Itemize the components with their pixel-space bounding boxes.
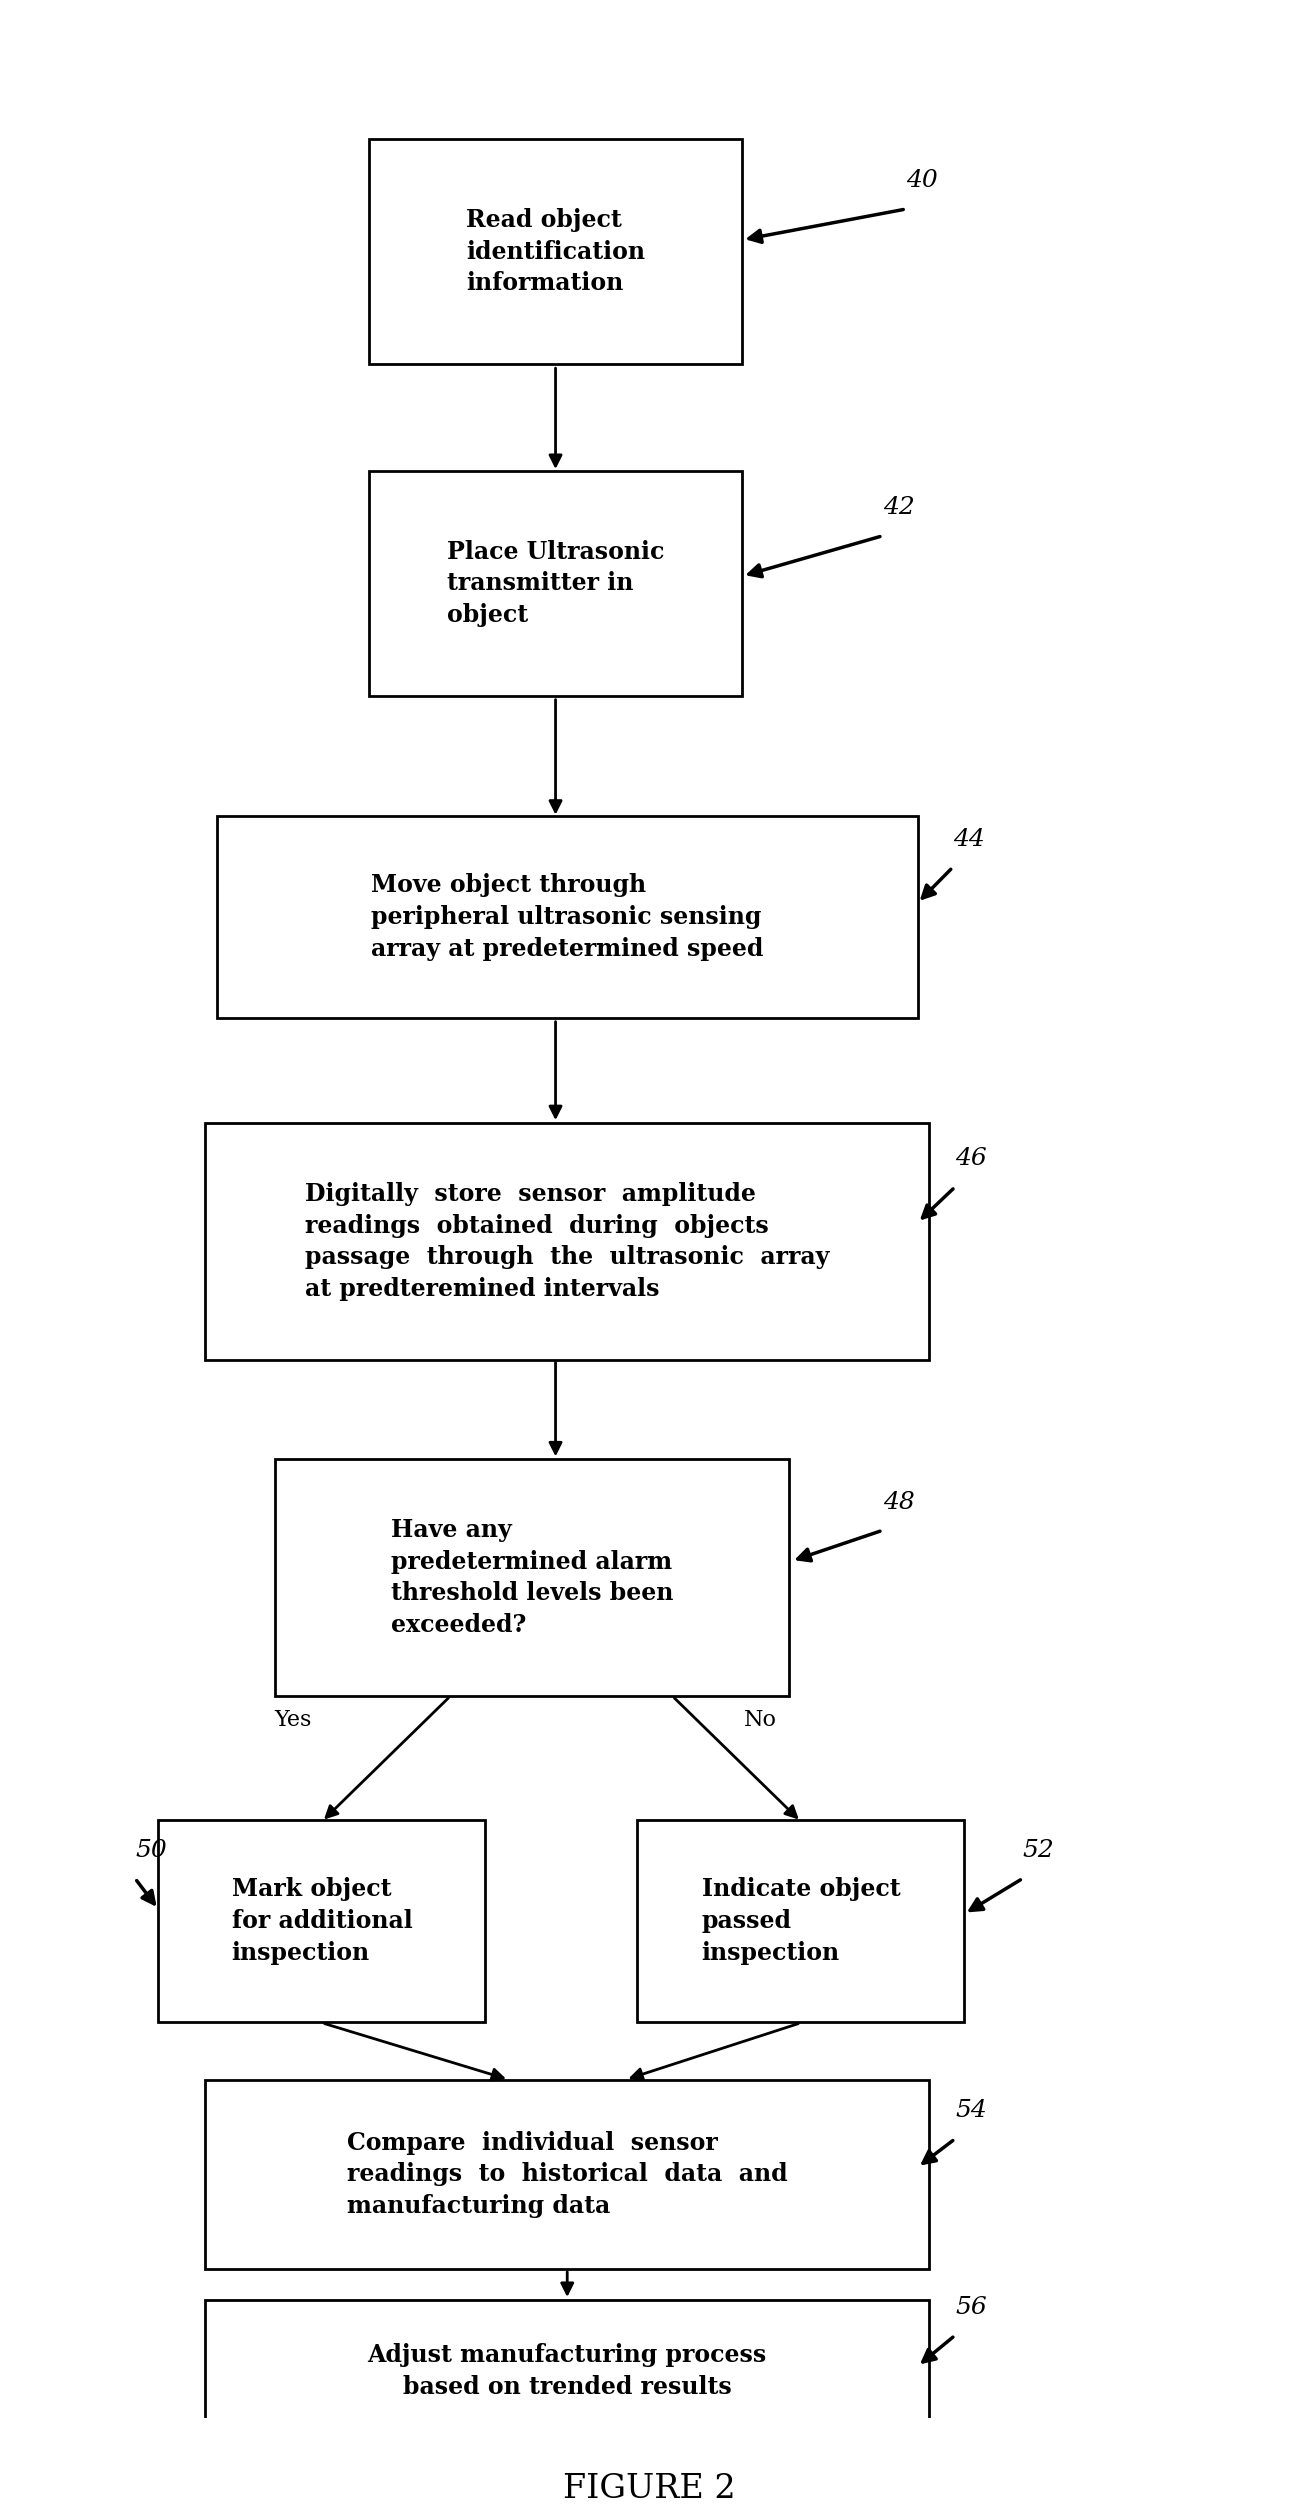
Text: Digitally  store  sensor  amplitude
readings  obtained  during  objects
passage : Digitally store sensor amplitude reading…: [305, 1181, 829, 1300]
Text: FIGURE 2: FIGURE 2: [563, 2474, 735, 2506]
Text: 52: 52: [1023, 1839, 1054, 1862]
FancyBboxPatch shape: [205, 2081, 929, 2270]
Text: Place Ultrasonic
transmitter in
object: Place Ultrasonic transmitter in object: [447, 539, 665, 627]
Text: Have any
predetermined alarm
threshold levels been
exceeded?: Have any predetermined alarm threshold l…: [391, 1519, 674, 1637]
Text: Adjust manufacturing process
based on trended results: Adjust manufacturing process based on tr…: [367, 2343, 767, 2398]
Text: Compare  individual  sensor
readings  to  historical  data  and
manufacturing da: Compare individual sensor readings to hi…: [347, 2131, 788, 2217]
FancyBboxPatch shape: [205, 1123, 929, 1360]
FancyBboxPatch shape: [369, 471, 742, 695]
FancyBboxPatch shape: [217, 816, 918, 1018]
Text: Indicate object
passed
inspection: Indicate object passed inspection: [701, 1877, 901, 1965]
Text: 54: 54: [955, 2098, 986, 2121]
Text: 40: 40: [906, 169, 937, 191]
FancyBboxPatch shape: [205, 2300, 929, 2441]
Text: 44: 44: [953, 829, 984, 851]
Text: 56: 56: [955, 2295, 986, 2320]
Text: 42: 42: [883, 496, 914, 519]
FancyBboxPatch shape: [275, 1459, 789, 1695]
Text: No: No: [744, 1708, 776, 1731]
Text: 48: 48: [883, 1491, 914, 1514]
FancyBboxPatch shape: [158, 1821, 485, 2023]
Text: 50: 50: [135, 1839, 166, 1862]
Text: Mark object
for additional
inspection: Mark object for additional inspection: [231, 1877, 413, 1965]
Text: Read object
identification
information: Read object identification information: [466, 209, 645, 295]
Text: 46: 46: [955, 1146, 986, 1171]
Text: Move object through
peripheral ultrasonic sensing
array at predetermined speed: Move object through peripheral ultrasoni…: [371, 874, 763, 960]
FancyBboxPatch shape: [637, 1821, 964, 2023]
FancyBboxPatch shape: [369, 139, 742, 365]
Text: Yes: Yes: [274, 1708, 312, 1731]
